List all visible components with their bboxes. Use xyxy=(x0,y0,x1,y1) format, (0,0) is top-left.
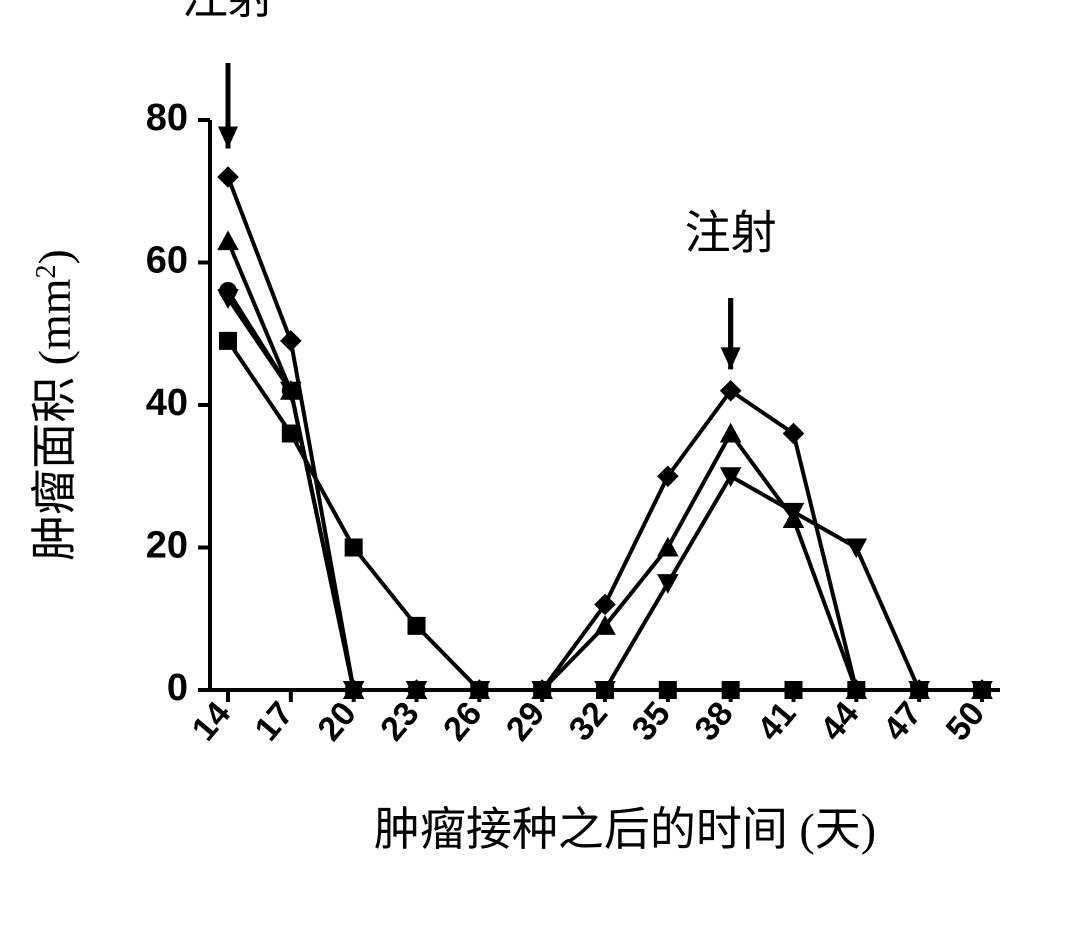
svg-text:肿瘤面积 (mm2): 肿瘤面积 (mm2) xyxy=(29,249,80,561)
svg-text:20: 20 xyxy=(146,525,188,567)
svg-text:肿瘤接种之后的时间 (天): 肿瘤接种之后的时间 (天) xyxy=(374,804,876,855)
svg-text:注射: 注射 xyxy=(182,0,274,23)
svg-text:60: 60 xyxy=(146,240,188,282)
svg-text:80: 80 xyxy=(146,97,188,139)
svg-text:0: 0 xyxy=(167,667,188,709)
svg-text:注射: 注射 xyxy=(685,207,777,258)
svg-text:40: 40 xyxy=(146,382,188,424)
chart-container: 02040608014172023262932353841444750肿瘤接种之… xyxy=(0,0,1092,947)
line-chart: 02040608014172023262932353841444750肿瘤接种之… xyxy=(0,0,1092,947)
